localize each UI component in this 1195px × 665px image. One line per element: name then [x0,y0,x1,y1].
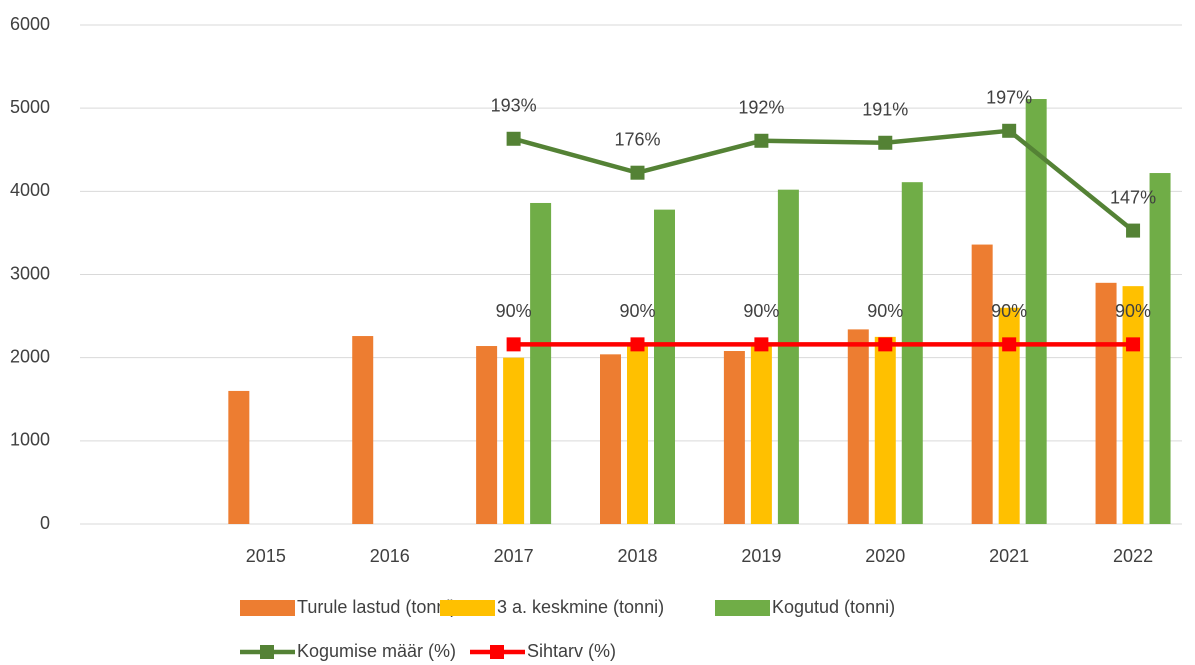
legend-marker [490,645,504,659]
legend-label: Kogumise määr (%) [297,641,456,661]
bar [777,189,799,525]
x-tick-label: 2016 [370,546,410,566]
data-label: 90% [619,301,655,321]
y-tick-label: 1000 [10,430,50,450]
x-tick-label: 2019 [741,546,781,566]
y-tick-label: 0 [40,513,50,533]
x-tick-label: 2020 [865,546,905,566]
bar [228,390,250,524]
bar [627,345,648,524]
bar [1149,173,1171,524]
legend-label: Kogutud (tonni) [772,597,895,617]
legend-label: Sihtarv (%) [527,641,616,661]
data-label: 90% [1115,301,1151,321]
bar [1122,286,1144,524]
bar [1025,99,1047,524]
data-label: 193% [491,96,537,116]
bar [750,344,772,524]
bar [530,202,552,524]
data-label: 90% [867,301,903,321]
line-marker [878,337,893,352]
x-tick-label: 2018 [617,546,657,566]
x-tick-label: 2022 [1113,546,1153,566]
legend-marker [260,645,274,659]
data-label: 191% [862,100,908,120]
x-tick-label: 2021 [989,546,1029,566]
bar [874,336,896,524]
y-tick-label: 5000 [10,97,50,117]
line-marker [506,337,521,352]
data-label: 90% [991,301,1027,321]
data-label: 176% [614,129,660,149]
line-marker [506,131,521,146]
legend-swatch [240,600,295,616]
legend-label: Turule lastud (tonni) [297,597,456,617]
bar [654,209,675,524]
data-label: 147% [1110,187,1156,207]
bar [503,357,525,524]
legend-swatch [440,600,495,616]
y-tick-label: 2000 [10,346,50,366]
y-tick-label: 4000 [10,180,50,200]
line-marker [1002,123,1017,138]
bar [723,351,745,524]
bar [352,336,374,524]
data-label: 90% [743,301,779,321]
line-marker [754,337,769,352]
y-tick-label: 6000 [10,14,50,34]
bar [847,329,869,524]
data-label: 192% [738,98,784,118]
bar [1095,282,1117,524]
line-marker [1126,337,1141,352]
bar [600,354,621,524]
x-tick-label: 2015 [246,546,286,566]
x-tick-label: 2017 [494,546,534,566]
data-label: 90% [496,301,532,321]
line [513,128,1135,233]
bar [998,307,1020,524]
line-marker [1002,337,1017,352]
legend-label: 3 a. keskmine (tonni) [497,597,664,617]
legend-swatch [715,600,770,616]
line-marker [630,165,645,180]
data-label: 197% [986,88,1032,108]
line-marker [754,133,769,148]
line-marker [878,135,893,150]
line-marker [1126,223,1141,238]
line-marker [630,337,645,352]
bar [971,244,993,524]
y-tick-label: 3000 [10,263,50,283]
bar [476,346,498,524]
bar [901,182,923,524]
